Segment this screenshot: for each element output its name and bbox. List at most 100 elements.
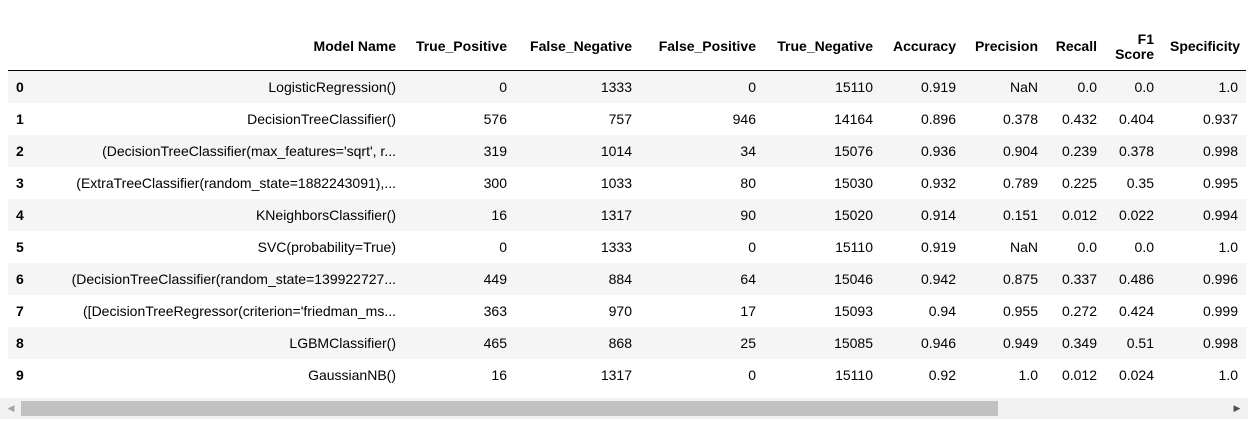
table-row: 4 KNeighborsClassifier() 16 1317 90 15020 0.91…	[8, 199, 1246, 231]
table-row: 6 (DecisionTreeClassifier(random_state=13…	[8, 263, 1246, 295]
column-header-true-negative: True_Negative	[764, 23, 881, 71]
true-negative-cell: 14164	[834, 111, 873, 127]
precision-cell: 0.875	[1002, 271, 1038, 287]
table-header: Model Name True_Positive False_Negative …	[8, 23, 1246, 71]
false-negative-cell: 868	[608, 335, 632, 351]
table-row: 2 (DecisionTreeClassifier(max_features='s…	[8, 135, 1246, 167]
true-negative-cell: 15110	[835, 367, 873, 383]
false-positive-cell: 0	[748, 367, 756, 383]
false-negative-cell: 1333	[600, 239, 632, 255]
recall-cell: 0.337	[1061, 271, 1097, 287]
index-header	[8, 23, 40, 71]
false-negative-cell: 757	[608, 111, 632, 127]
f1-score-cell: 0.0	[1134, 79, 1154, 95]
specificity-cell: 0.999	[1202, 303, 1238, 319]
false-positive-cell: 90	[740, 207, 756, 223]
precision-cell: NaN	[1009, 79, 1038, 95]
model-name-cell: ([DecisionTreeRegressor(criterion='fried…	[83, 303, 396, 319]
scrollbar-thumb[interactable]	[21, 401, 998, 416]
column-header-f1-score: F1 Score	[1105, 23, 1162, 71]
f1-score-cell: 0.486	[1118, 271, 1154, 287]
true-positive-cell: 16	[491, 207, 507, 223]
recall-cell: 0.012	[1061, 367, 1097, 383]
model-name-cell: (DecisionTreeClassifier(max_features='sq…	[102, 143, 396, 159]
accuracy-cell: 0.919	[920, 79, 956, 95]
true-positive-cell: 300	[483, 175, 507, 191]
recall-cell: 0.012	[1061, 207, 1097, 223]
model-name-cell: (ExtraTreeClassifier(random_state=188224…	[76, 175, 396, 191]
model-name-cell: LogisticRegression()	[268, 79, 396, 95]
true-negative-cell: 15093	[834, 303, 873, 319]
true-negative-cell: 15085	[834, 335, 873, 351]
false-positive-cell: 80	[740, 175, 756, 191]
false-negative-cell: 1014	[600, 143, 632, 159]
column-header-precision: Precision	[964, 23, 1046, 71]
specificity-cell: 0.998	[1202, 143, 1238, 159]
false-negative-cell: 884	[608, 271, 632, 287]
table-row: 3 (ExtraTreeClassifier(random_state=18822…	[8, 167, 1246, 199]
f1-score-cell: 0.0	[1134, 239, 1154, 255]
recall-cell: 0.432	[1061, 111, 1097, 127]
true-positive-cell: 449	[483, 271, 507, 287]
true-positive-cell: 363	[483, 303, 507, 319]
true-negative-cell: 15076	[834, 143, 873, 159]
specificity-cell: 0.995	[1202, 175, 1238, 191]
accuracy-cell: 0.896	[920, 111, 956, 127]
false-negative-cell: 1317	[600, 207, 632, 223]
false-negative-cell: 1333	[600, 79, 632, 95]
row-index: 6	[16, 271, 24, 287]
column-header-accuracy: Accuracy	[881, 23, 964, 71]
false-positive-cell: 17	[740, 303, 756, 319]
row-index: 2	[16, 143, 24, 159]
header-row: Model Name True_Positive False_Negative …	[8, 23, 1246, 71]
recall-cell: 0.349	[1061, 335, 1097, 351]
recall-cell: 0.272	[1061, 303, 1097, 319]
model-name-cell: GaussianNB()	[308, 367, 396, 383]
specificity-cell: 0.994	[1202, 207, 1238, 223]
f1-score-cell: 0.404	[1118, 111, 1154, 127]
specificity-cell: 1.0	[1218, 239, 1238, 255]
row-index: 4	[16, 207, 24, 223]
false-positive-cell: 64	[740, 271, 756, 287]
f1-score-cell: 0.51	[1126, 335, 1154, 351]
accuracy-cell: 0.92	[928, 367, 956, 383]
true-negative-cell: 15030	[834, 175, 873, 191]
true-negative-cell: 15020	[834, 207, 873, 223]
accuracy-cell: 0.942	[920, 271, 956, 287]
column-header-true-positive: True_Positive	[404, 23, 515, 71]
recall-cell: 0.0	[1077, 79, 1097, 95]
horizontal-scrollbar[interactable]: ◀ ▶	[0, 398, 1248, 419]
specificity-cell: 0.998	[1202, 335, 1238, 351]
false-negative-cell: 970	[608, 303, 632, 319]
specificity-cell: 0.996	[1202, 271, 1238, 287]
model-name-cell: LGBMClassifier()	[289, 335, 396, 351]
scroll-right-arrow-icon[interactable]: ▶	[1233, 403, 1241, 414]
row-index: 5	[16, 239, 24, 255]
column-header-recall: Recall	[1046, 23, 1105, 71]
row-index: 7	[16, 303, 24, 319]
true-positive-cell: 0	[499, 79, 507, 95]
true-positive-cell: 576	[483, 111, 507, 127]
accuracy-cell: 0.936	[920, 143, 956, 159]
false-positive-cell: 946	[732, 111, 756, 127]
table-row: 8 LGBMClassifier() 465 868 25 15085 0.946 0.949…	[8, 327, 1246, 359]
true-positive-cell: 0	[499, 239, 507, 255]
column-header-false-negative: False_Negative	[515, 23, 640, 71]
false-positive-cell: 25	[740, 335, 756, 351]
f1-score-cell: 0.378	[1118, 143, 1154, 159]
false-positive-cell: 0	[748, 239, 756, 255]
model-name-cell: (DecisionTreeClassifier(random_state=139…	[71, 271, 396, 287]
true-positive-cell: 465	[483, 335, 507, 351]
row-index: 3	[16, 175, 24, 191]
specificity-cell: 1.0	[1218, 367, 1238, 383]
scroll-left-arrow-icon[interactable]: ◀	[7, 403, 15, 414]
f1-score-cell: 0.35	[1126, 175, 1154, 191]
accuracy-cell: 0.932	[920, 175, 956, 191]
recall-cell: 0.0	[1077, 239, 1097, 255]
dataframe-table: Model Name True_Positive False_Negative …	[8, 23, 1246, 391]
true-negative-cell: 15110	[835, 239, 873, 255]
table-row: 7 ([DecisionTreeRegressor(criterion='frie…	[8, 295, 1246, 327]
false-negative-cell: 1317	[600, 367, 632, 383]
true-positive-cell: 319	[483, 143, 507, 159]
